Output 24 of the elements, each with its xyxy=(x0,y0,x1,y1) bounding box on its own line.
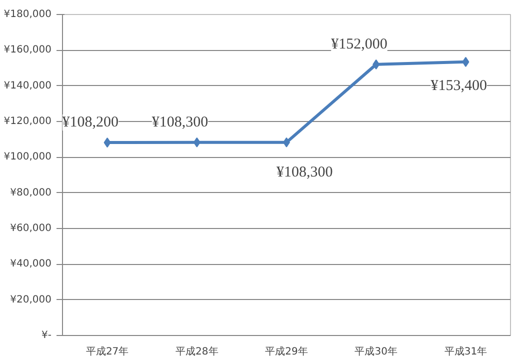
y-tick-label: ¥60,000 xyxy=(10,223,52,234)
y-tick-label: ¥160,000 xyxy=(4,44,52,56)
y-tick-label: ¥180,000 xyxy=(4,9,52,20)
point xyxy=(372,59,380,70)
point xyxy=(462,56,470,67)
point xyxy=(104,138,111,148)
x-tick-label: 平成29年 xyxy=(265,346,308,358)
data-label: ¥108,300 xyxy=(152,114,208,130)
y-tick-label: ¥20,000 xyxy=(10,294,52,306)
x-tick-label: 平成27年 xyxy=(86,346,129,358)
x-tick-label: 平成28年 xyxy=(176,346,218,358)
x-tick-label: 平成31年 xyxy=(444,346,488,358)
data-label: ¥153,400 xyxy=(430,78,487,94)
y-tick-label: ¥140,000 xyxy=(4,80,52,92)
x-tick-label: 平成30年 xyxy=(354,346,398,358)
point xyxy=(193,137,200,148)
y-tick-label: ¥120,000 xyxy=(4,116,52,127)
data-label: ¥108,200 xyxy=(62,114,119,131)
data-label: ¥152,000 xyxy=(331,36,388,52)
y-tick-label: ¥80,000 xyxy=(10,187,52,198)
y-tick-label: ¥100,000 xyxy=(4,152,52,163)
y-tick-label: ¥40,000 xyxy=(10,258,52,270)
y-tick-label: ¥- xyxy=(42,330,52,341)
data-label: ¥108,300 xyxy=(276,164,333,180)
